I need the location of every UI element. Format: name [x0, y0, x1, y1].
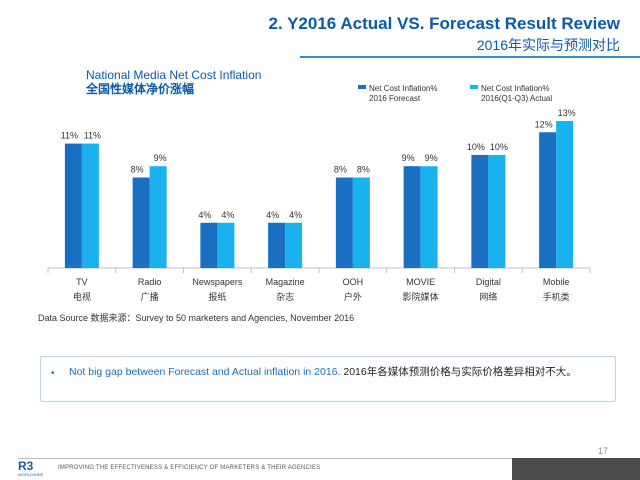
chart-title-cn: 全国性媒体净价涨幅 — [86, 82, 195, 96]
data-label-actual-3: 4% — [289, 210, 302, 220]
bar-actual-0 — [81, 143, 99, 268]
bar-forecast-4 — [335, 177, 353, 268]
data-label-forecast-0: 11% — [61, 131, 78, 141]
bar-chart: 11% 11% TV 电视 8% 9% Radio 广播 4% 4% Newspapers 报纸 4% 4… — [47, 108, 591, 303]
note-text: Not big gap between Forecast and Actual … — [69, 365, 609, 379]
page-number: 17 — [597, 446, 608, 456]
x-tick-label-en-3: Magazine — [266, 277, 305, 287]
data-label-forecast-4: 8% — [334, 165, 347, 175]
bar-actual-6 — [488, 154, 506, 268]
x-tick-label-cn-2: 报纸 — [208, 291, 226, 303]
bar-actual-3 — [285, 222, 303, 268]
data-source: Data Source 数据来源：Survey to 50 marketers … — [38, 313, 355, 323]
bar-forecast-6 — [471, 154, 489, 268]
legend-swatch-actual — [470, 85, 478, 89]
data-label-actual-4: 8% — [357, 165, 370, 175]
bar-actual-1 — [149, 166, 167, 268]
note-text-en: Not big gap between Forecast and Actual … — [69, 366, 344, 378]
bar-actual-7 — [556, 120, 574, 268]
footer-divider — [18, 458, 512, 459]
legend-actual-line1: Net Cost Inflation% — [481, 84, 550, 93]
data-label-forecast-1: 8% — [131, 165, 144, 175]
x-tick-label-cn-4: 户外 — [344, 291, 362, 303]
r3-logo: R3 WORLDWIDE — [18, 460, 48, 478]
x-tick-label-cn-3: 杂志 — [276, 291, 294, 303]
data-label-actual-6: 10% — [490, 142, 508, 152]
chart-title: National Media Net Cost Inflation 全国性媒体净… — [86, 68, 261, 96]
data-label-forecast-7: 12% — [535, 119, 553, 129]
bar-actual-5 — [420, 166, 438, 268]
chart-title-en: National Media Net Cost Inflation — [86, 68, 262, 82]
data-label-actual-2: 4% — [221, 210, 234, 220]
note-bullet: • — [51, 368, 55, 379]
x-tick-label-en-6: Digital — [476, 277, 501, 287]
slide-title-cn: 2016年实际与预测对比 — [476, 37, 620, 53]
bar-actual-4 — [352, 177, 370, 268]
bar-forecast-0 — [64, 143, 82, 268]
slide-title-en: 2. Y2016 Actual VS. Forecast Result Revi… — [268, 14, 621, 33]
bar-forecast-2 — [200, 222, 218, 268]
legend-forecast-line2: 2016 Forecast — [369, 94, 421, 103]
note-text-cn: 2016年各媒体预测价格与实际价格差异相对不大。 — [343, 366, 577, 378]
data-label-forecast-5: 9% — [402, 153, 415, 163]
legend-item-actual: Net Cost Inflation% 2016(Q1-Q3) Actual — [470, 84, 552, 104]
legend-actual-line2: 2016(Q1-Q3) Actual — [481, 94, 553, 103]
x-tick-label-en-0: TV — [76, 277, 88, 287]
data-label-forecast-3: 4% — [266, 210, 279, 220]
data-label-forecast-2: 4% — [198, 210, 211, 220]
footer-tagline: IMPROVING THE EFFECTIVENESS & EFFICIENCY… — [58, 465, 321, 471]
x-tick-label-cn-1: 广播 — [141, 291, 159, 303]
x-tick-label-cn-5: 影院媒体 — [403, 291, 439, 303]
x-tick-label-en-4: OOH — [343, 277, 364, 287]
bar-forecast-5 — [403, 166, 421, 268]
x-tick-label-en-2: Newspapers — [192, 277, 243, 287]
x-tick-label-cn-6: 网络 — [479, 291, 497, 303]
data-label-actual-7: 13% — [558, 108, 576, 118]
bar-forecast-3 — [268, 222, 286, 268]
legend-item-forecast: Net Cost Inflation% 2016 Forecast — [358, 84, 437, 104]
bar-forecast-1 — [132, 177, 150, 268]
data-label-forecast-6: 10% — [467, 142, 485, 152]
legend-forecast-line1: Net Cost Inflation% — [369, 84, 438, 93]
data-label-actual-0: 11% — [84, 131, 101, 141]
footer-block — [512, 458, 640, 480]
title-divider — [300, 56, 640, 58]
x-tick-label-en-5: MOVIE — [406, 277, 435, 287]
x-tick-label-en-1: Radio — [138, 277, 162, 287]
x-tick-label-cn-0: 电视 — [73, 291, 91, 303]
logo-main: R3 — [18, 459, 34, 473]
bar-forecast-7 — [539, 132, 557, 268]
slide-title: 2. Y2016 Actual VS. Forecast Result Revi… — [269, 14, 621, 54]
data-label-actual-1: 9% — [154, 153, 167, 163]
x-tick-label-en-7: Mobile — [543, 277, 570, 287]
logo-sub: WORLDWIDE — [18, 472, 44, 477]
bar-actual-2 — [217, 222, 235, 268]
data-label-actual-5: 9% — [425, 153, 438, 163]
note-box: • Not big gap between Forecast and Actua… — [40, 356, 616, 402]
legend-swatch-forecast — [358, 85, 366, 89]
x-tick-label-cn-7: 手机类 — [543, 291, 570, 303]
